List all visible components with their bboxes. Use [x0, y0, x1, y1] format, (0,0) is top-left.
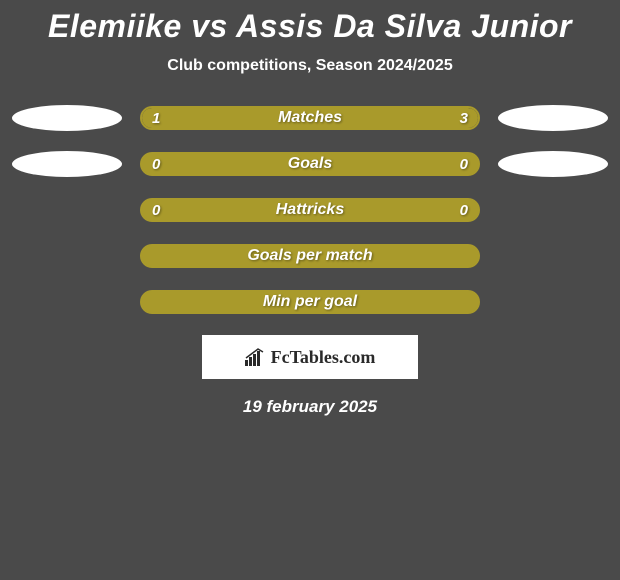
stat-row-goals: 00Goals [0, 151, 620, 177]
subtitle: Club competitions, Season 2024/2025 [0, 57, 620, 75]
title: Elemiike vs Assis Da Silva Junior [0, 8, 620, 45]
oval-spacer-right [498, 243, 608, 269]
oval-left [12, 151, 122, 177]
oval-spacer-right [498, 289, 608, 315]
stat-bar: 13Matches [140, 106, 480, 130]
oval-right [498, 105, 608, 131]
logo-box: FcTables.com [202, 335, 418, 379]
logo-text: FcTables.com [271, 347, 376, 368]
title-player1: Elemiike [48, 8, 182, 44]
oval-right [498, 151, 608, 177]
logo: FcTables.com [245, 347, 376, 368]
stat-bar: Goals per match [140, 244, 480, 268]
stat-label: Min per goal [142, 293, 478, 311]
stat-row-gpm: Goals per match [0, 243, 620, 269]
oval-spacer-left [12, 197, 122, 223]
stat-label: Goals per match [142, 247, 478, 265]
title-vs: vs [191, 8, 228, 44]
stat-row-hattricks: 00Hattricks [0, 197, 620, 223]
oval-spacer-right [498, 197, 608, 223]
stat-label: Goals [142, 155, 478, 173]
oval-left [12, 105, 122, 131]
comparison-infographic: Elemiike vs Assis Da Silva Junior Club c… [0, 0, 620, 417]
title-player2: Assis Da Silva Junior [236, 8, 572, 44]
stat-row-matches: 13Matches [0, 105, 620, 131]
stat-label: Hattricks [142, 201, 478, 219]
stat-bar: 00Hattricks [140, 198, 480, 222]
stat-rows: 13Matches 00Goals 00Hattricks Goals per mat… [0, 105, 620, 315]
stat-bar: Min per goal [140, 290, 480, 314]
stat-label: Matches [142, 109, 478, 127]
oval-spacer-left [12, 243, 122, 269]
stat-row-mpg: Min per goal [0, 289, 620, 315]
stat-bar: 00Goals [140, 152, 480, 176]
oval-spacer-left [12, 289, 122, 315]
date: 19 february 2025 [0, 397, 620, 417]
chart-icon [245, 348, 267, 366]
